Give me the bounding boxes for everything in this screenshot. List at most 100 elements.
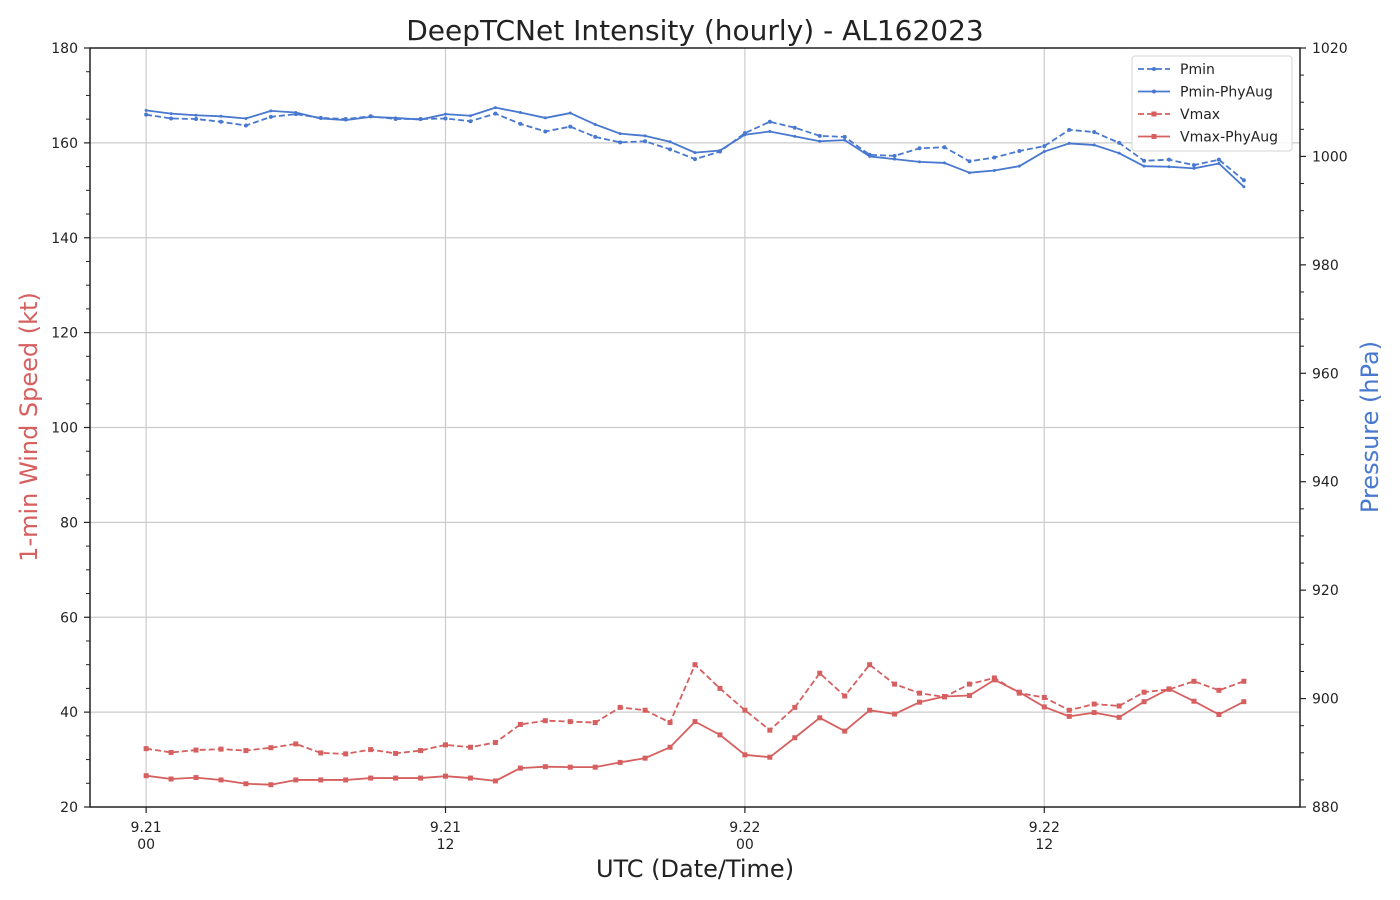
data-point-vmax [742,707,748,713]
x-axis-title: UTC (Date/Time) [596,855,794,883]
data-point-pmin [169,116,174,121]
x-tick-label-hour: 12 [437,837,455,853]
data-point-vmax [318,750,324,756]
data-point-vmax-phyaug [1041,704,1047,710]
left-tick-label: 120 [51,326,78,342]
data-point-pmin-phyaug [244,116,248,120]
left-axis: 20 40 60 80 100 120 140 160 180 [51,41,90,816]
data-point-pmin [618,140,623,145]
data-point-pmin [593,134,598,139]
data-point-vmax [892,681,898,687]
data-point-vmax-phyaug [1091,710,1097,716]
data-point-pmin-phyaug [543,116,547,120]
data-point-vmax-phyaug [742,752,748,758]
series-vmax-phyaug [143,677,1247,788]
data-point-pmin [493,111,498,116]
x-tick-label-date: 9.21 [131,820,162,836]
data-point-pmin-phyaug [718,148,722,152]
data-point-vmax-phyaug [1191,698,1197,704]
data-point-pmin [1216,157,1221,162]
data-point-vmax-phyaug [318,777,324,783]
data-point-vmax-phyaug [168,776,174,782]
data-point-vmax-phyaug [1241,699,1247,705]
data-point-pmin [1241,178,1246,183]
data-point-vmax [1116,703,1122,709]
data-point-vmax [1066,707,1072,713]
data-point-vmax [168,749,174,755]
data-point-pmin [568,124,573,129]
data-point-vmax-phyaug [143,773,149,779]
data-point-pmin-phyaug [992,169,996,173]
legend-label-pmin: Pmin [1180,62,1215,78]
series-pmin-phyaug [144,106,1246,189]
data-point-pmin [643,139,648,144]
right-tick-label: 920 [1312,583,1339,599]
data-point-vmax-phyaug [1141,699,1147,705]
data-point-pmin-phyaug [1017,164,1021,168]
data-point-pmin-phyaug [1217,161,1221,165]
data-point-pmin [543,129,548,134]
data-point-vmax [642,707,648,713]
data-point-vmax-phyaug [567,764,573,770]
data-point-vmax [692,662,698,668]
data-point-vmax-phyaug [368,775,374,781]
left-tick-label: 60 [60,610,78,626]
data-point-vmax-phyaug [1216,711,1222,717]
series-lines [143,106,1247,788]
data-point-pmin [194,117,199,122]
data-point-vmax-phyaug [443,773,449,779]
data-point-pmin [1167,157,1172,162]
data-point-vmax-phyaug [517,765,523,771]
data-point-vmax [1091,701,1097,707]
data-point-pmin-phyaug [768,129,772,133]
chart-title: DeepTCNet Intensity (hourly) - AL162023 [406,14,984,47]
left-tick-label: 100 [51,421,78,437]
legend-marker-vmax [1151,111,1157,117]
data-point-vmax [1041,694,1047,700]
data-point-vmax [143,746,149,752]
data-point-vmax [268,745,274,751]
legend-marker-vmax-phyaug [1151,134,1157,139]
data-point-pmin [668,147,673,152]
data-point-pmin-phyaug [468,114,472,118]
data-point-pmin-phyaug [743,133,747,137]
data-point-pmin [767,119,772,124]
data-point-vmax [917,690,923,696]
legend-box [1131,55,1293,152]
data-point-pmin-phyaug [194,113,198,117]
data-point-pmin [1017,149,1022,154]
data-point-pmin-phyaug [618,132,622,136]
data-point-pmin-phyaug [1142,164,1146,168]
data-point-vmax [1216,687,1222,693]
data-point-vmax-phyaug [268,782,274,788]
x-tick-label-hour: 00 [137,837,155,853]
data-point-pmin [1092,130,1097,135]
right-tick-label: 880 [1312,800,1339,816]
data-point-vmax-phyaug [393,775,399,781]
data-point-vmax [443,742,449,748]
data-point-pmin-phyaug [319,116,323,120]
legend: Pmin Pmin-PhyAug Vmax Vmax-PhyAug [1131,55,1293,152]
data-point-vmax [617,704,623,710]
series-vmax [143,662,1247,757]
data-point-vmax-phyaug [991,677,997,683]
data-point-pmin [1067,127,1072,132]
series-line-pmin-phyaug [146,106,1245,188]
right-tick-label: 900 [1312,692,1339,708]
data-point-vmax [1191,678,1197,684]
data-point-pmin-phyaug [693,151,697,155]
x-tick-label-hour: 12 [1035,837,1053,853]
data-point-vmax [966,681,972,687]
data-point-pmin-phyaug [269,109,273,113]
data-point-pmin-phyaug [444,112,448,116]
data-point-pmin-phyaug [1192,166,1196,170]
data-point-pmin-phyaug [294,111,298,115]
data-point-pmin [443,116,448,121]
data-point-pmin [892,153,897,158]
data-point-pmin [243,123,248,128]
data-point-vmax-phyaug [1166,686,1172,692]
left-tick-label: 20 [60,800,78,816]
series-pmin [144,111,1246,183]
data-point-vmax-phyaug [842,728,848,734]
